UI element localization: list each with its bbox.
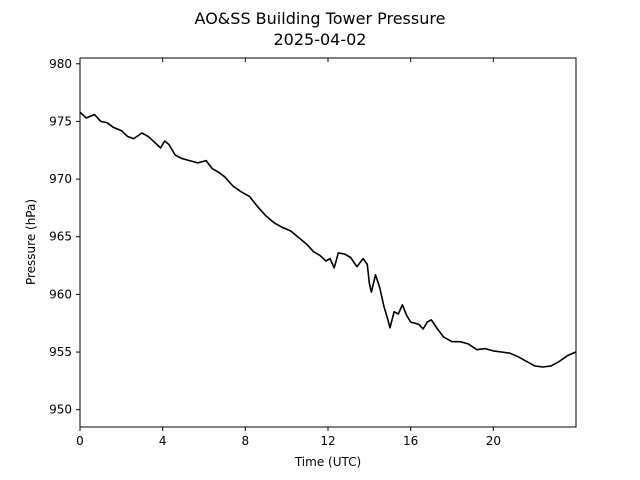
y-tick-label: 950 — [49, 403, 72, 417]
plot-lines — [79, 111, 577, 368]
chart-title: AO&SS Building Tower Pressure — [195, 9, 446, 28]
axis-ticks: 0 4 8 12 16 20 950 955 960 965 970 975 980 — [49, 57, 501, 448]
x-tick-label: 4 — [159, 434, 167, 448]
x-tick-label: 8 — [242, 434, 250, 448]
y-tick-label: 980 — [49, 57, 72, 71]
y-axis-label: Pressure (hPa) — [24, 199, 38, 285]
x-axis-label: Time (UTC) — [294, 455, 361, 469]
chart-subtitle: 2025-04-02 — [274, 30, 367, 49]
y-tick-label: 955 — [49, 345, 72, 359]
y-tick-label: 975 — [49, 114, 72, 128]
x-tick-label: 0 — [76, 434, 84, 448]
y-tick-label: 970 — [49, 172, 72, 186]
x-tick-label: 20 — [486, 434, 501, 448]
x-tick-label: 12 — [320, 434, 335, 448]
y-tick-label: 960 — [49, 287, 72, 301]
x-tick-label: 16 — [403, 434, 418, 448]
plot-frame — [79, 57, 577, 428]
y-tick-label: 965 — [49, 230, 72, 244]
pressure-line — [79, 111, 577, 368]
